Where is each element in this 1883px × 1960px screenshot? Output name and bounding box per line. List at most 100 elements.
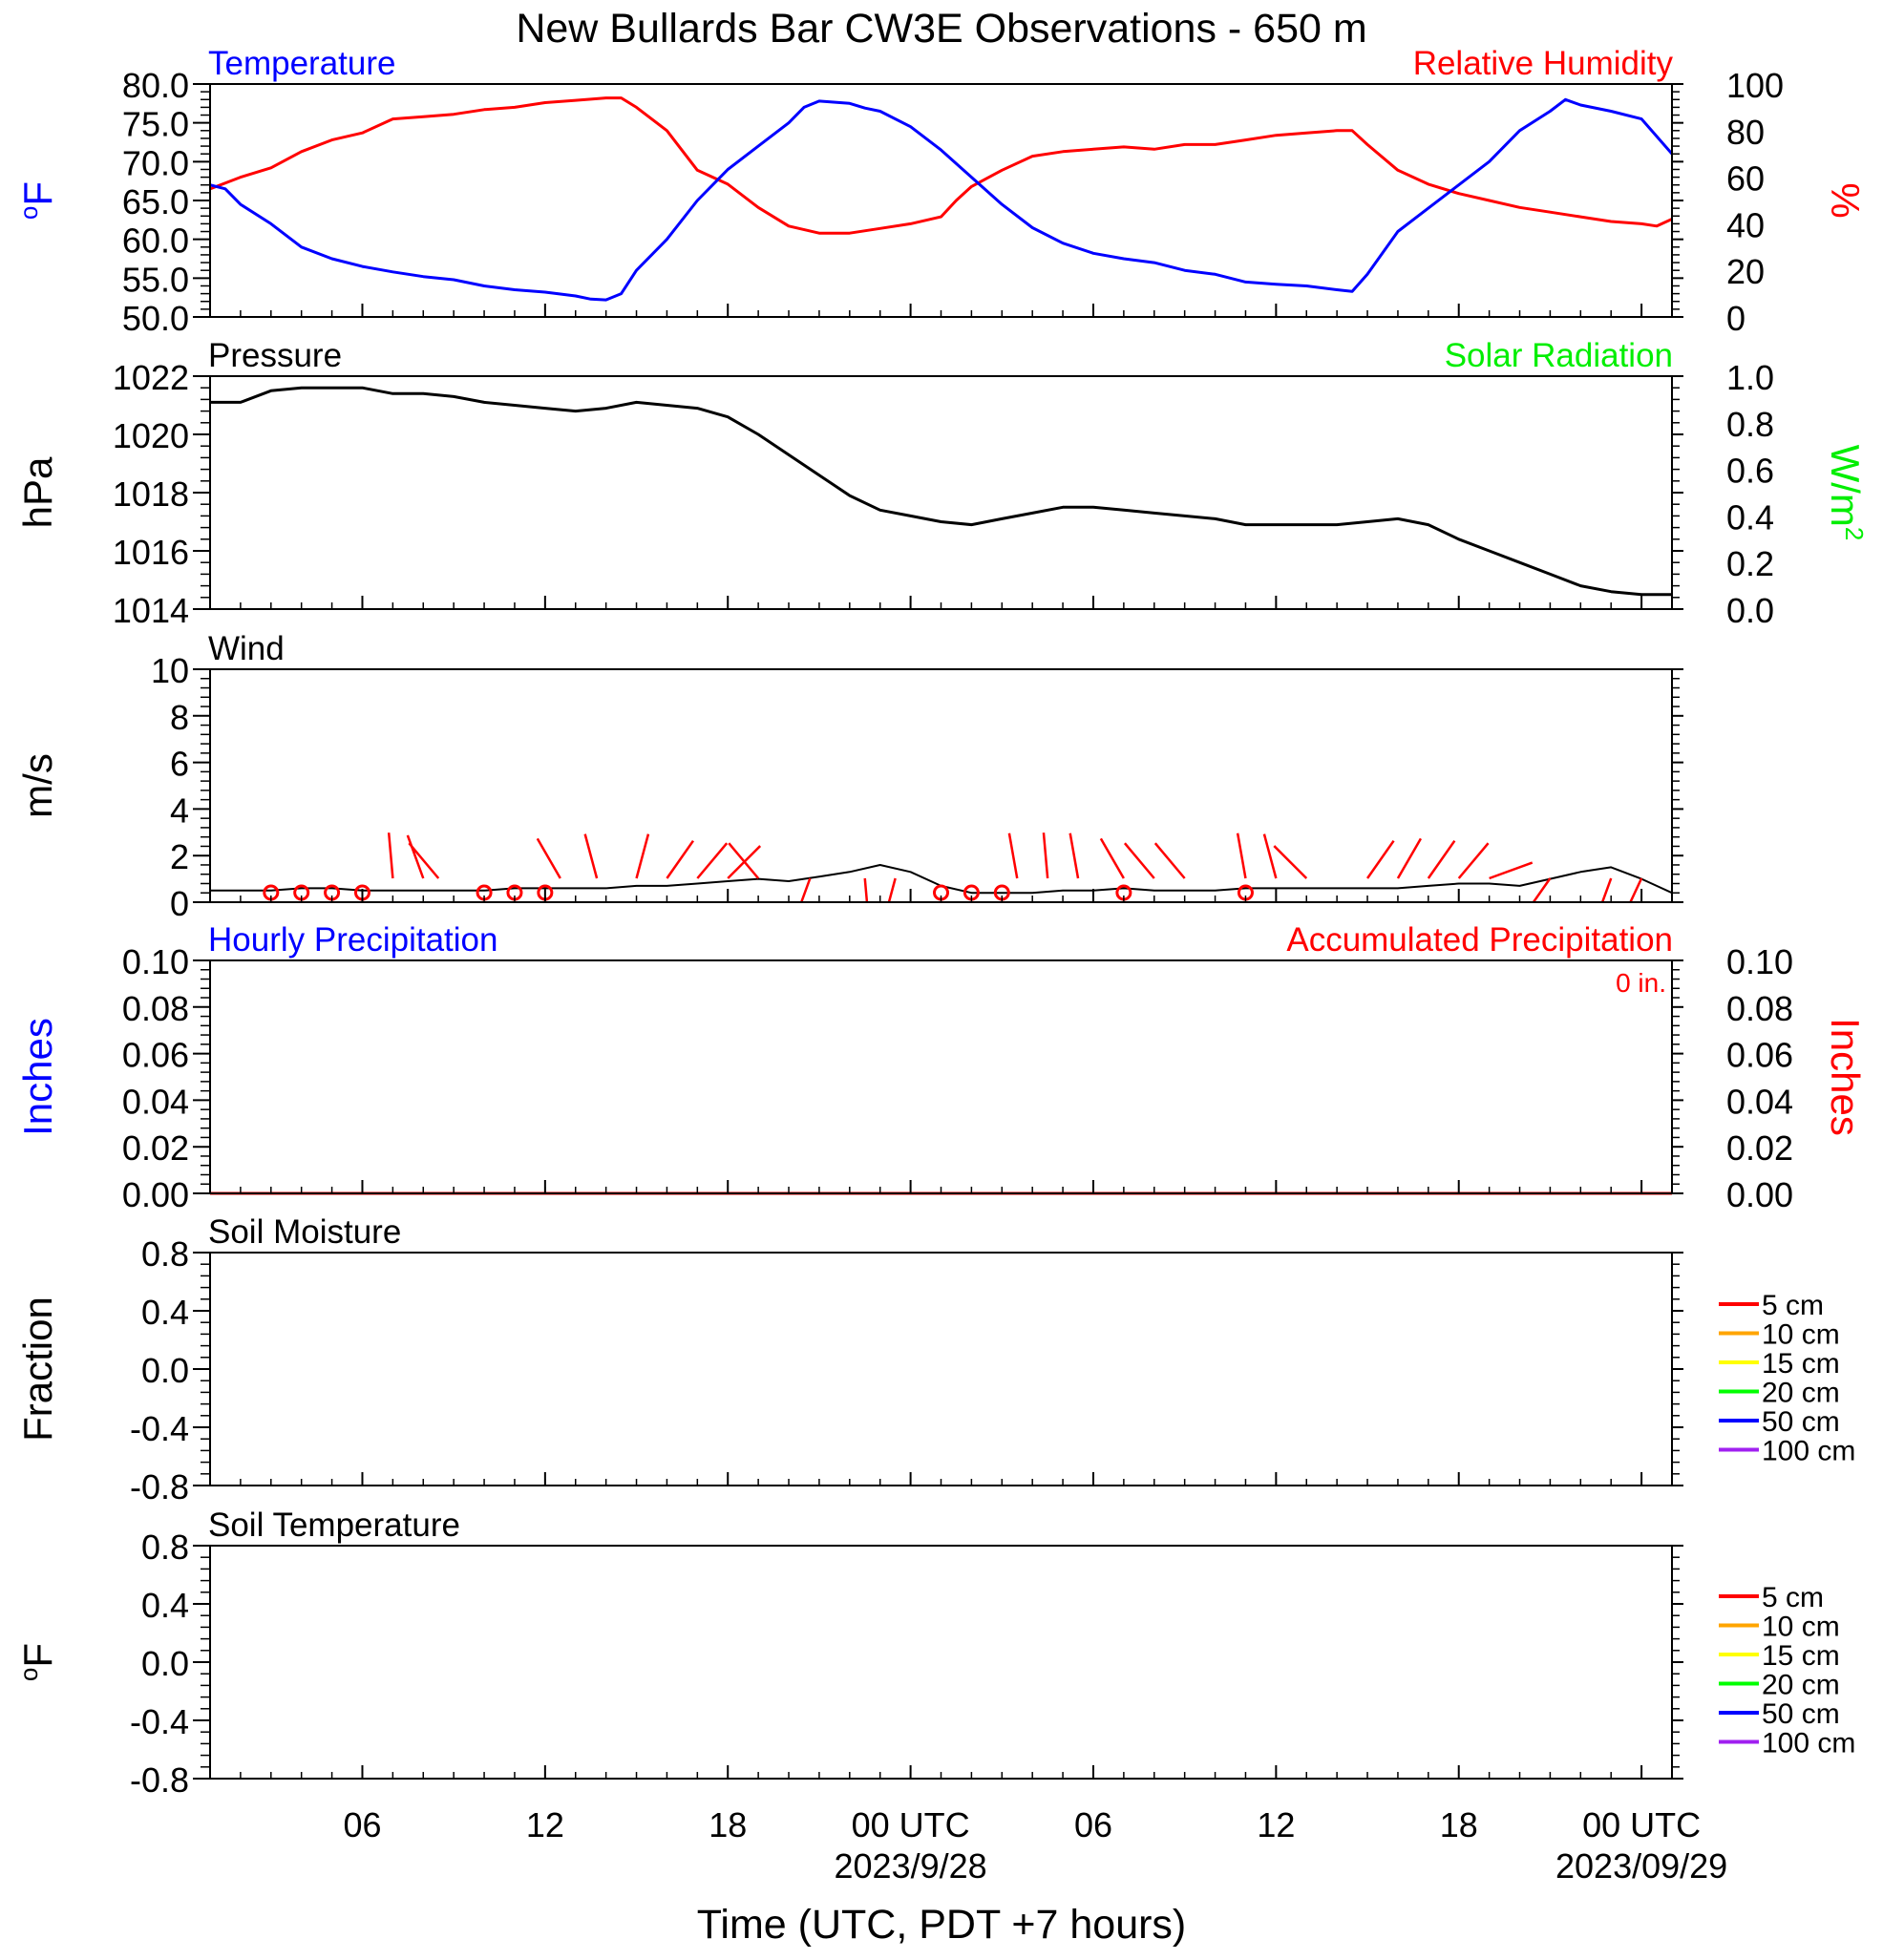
right-tick-label: 0.0	[1726, 591, 1774, 630]
left-tick-label: 70.0	[122, 143, 189, 182]
panel-title-right: Relative Humidity	[1413, 45, 1674, 82]
right-tick-label: 100	[1726, 66, 1784, 105]
left-tick-label: 4	[170, 790, 189, 830]
wind-barb	[1427, 839, 1456, 879]
panel-data	[210, 832, 1672, 902]
left-unit-label: hPa	[15, 456, 60, 528]
legend-label: 100 cm	[1762, 1436, 1855, 1467]
wind-barb	[887, 877, 897, 902]
left-tick-label: 50.0	[122, 299, 189, 338]
wind-barb	[1099, 837, 1125, 879]
panel-title-left: Pressure	[208, 337, 342, 374]
x-tick-label: 18	[1440, 1805, 1478, 1844]
panel-precip: 0.10 0.08 0.06 0.04 0.02 0.00 0.10 0.08 0.06 0.04…	[15, 921, 1868, 1214]
wind-barb	[1366, 839, 1395, 879]
chart-title: New Bullards Bar CW3E Observations - 650…	[516, 6, 1366, 52]
wind-barb	[863, 877, 869, 902]
panel-title-left: Soil Moisture	[208, 1213, 401, 1251]
left-tick-label: 0.4	[141, 1586, 189, 1625]
right-tick-label: 0.02	[1726, 1128, 1793, 1168]
x-date-label: 2023/9/28	[835, 1846, 987, 1886]
right-tick-label: 0	[1726, 299, 1745, 338]
panel-temp-rh: 80.075.070.065.060.055.050.0 100 80 60 40 20 0…	[14, 45, 1868, 338]
left-tick-label: 0.08	[122, 989, 189, 1028]
left-tick-label: 0.4	[141, 1293, 189, 1332]
wind-barb	[696, 842, 729, 879]
left-tick-label: 0.8	[141, 1528, 189, 1567]
panel-title-left: Hourly Precipitation	[208, 921, 497, 959]
panel-pressure: 1022 1020 1018 1016 1014 1.0 0.8 0.6 0.4 0.2 0.0 Pr…	[15, 337, 1869, 630]
legend-label: 100 cm	[1762, 1728, 1855, 1760]
panel-title-right: Solar Radiation	[1445, 337, 1673, 374]
left-tick-label: 1018	[113, 474, 189, 514]
left-tick-label: 6	[170, 745, 189, 784]
temperature-line	[210, 97, 1672, 302]
wind-barb	[1042, 832, 1049, 879]
right-tick-label: 60	[1726, 159, 1765, 199]
left-tick-label: 2	[170, 837, 189, 876]
wind-barb	[666, 839, 694, 879]
right-tick-label: 0.08	[1726, 989, 1793, 1028]
right-tick-label: 0.04	[1726, 1082, 1793, 1121]
left-tick-label: 10	[151, 651, 189, 690]
left-tick-label: -0.4	[130, 1702, 189, 1741]
x-date-label: 2023/09/29	[1555, 1846, 1727, 1886]
right-tick-label: 0.06	[1726, 1036, 1793, 1075]
wind-barb	[1262, 833, 1278, 879]
x-tick-label: 06	[1074, 1805, 1112, 1844]
left-tick-label: 1020	[113, 416, 189, 455]
right-tick-label: 0.00	[1726, 1175, 1793, 1214]
left-tick-label: 8	[170, 698, 189, 737]
right-unit-label: Inches	[1823, 1018, 1868, 1136]
panel-data	[210, 96, 1672, 302]
right-tick-label: 0.6	[1726, 452, 1774, 491]
right-tick-label: 40	[1726, 205, 1765, 244]
left-tick-label: -0.4	[130, 1409, 189, 1448]
left-tick-label: 0.04	[122, 1082, 189, 1121]
wind-barb	[1600, 877, 1613, 902]
left-tick-label: 75.0	[122, 105, 189, 144]
left-tick-label: 65.0	[122, 182, 189, 221]
wind-barb	[728, 842, 760, 879]
wind-barb	[1068, 832, 1080, 879]
left-tick-label: 60.0	[122, 221, 189, 261]
wind-barb	[1629, 877, 1643, 902]
wind-barb	[1396, 837, 1423, 879]
wind-barb	[799, 877, 812, 902]
left-tick-label: 55.0	[122, 260, 189, 299]
legend-label: 20 cm	[1762, 1670, 1840, 1701]
wind-barb	[1123, 842, 1155, 879]
wind-barb	[387, 832, 394, 879]
left-tick-label: 0.0	[141, 1644, 189, 1683]
x-tick-label: 18	[709, 1805, 747, 1844]
legend-label: 20 cm	[1762, 1378, 1840, 1409]
panel-title-right: Accumulated Precipitation	[1286, 921, 1673, 959]
legend-label: 50 cm	[1762, 1698, 1840, 1730]
x-axis-label: Time (UTC, PDT +7 hours)	[697, 1902, 1187, 1948]
left-tick-label: 0.8	[141, 1234, 189, 1274]
left-tick-label: 0.02	[122, 1128, 189, 1168]
left-tick-label: 1014	[113, 591, 189, 630]
panel-title-left: Temperature	[208, 45, 395, 82]
left-tick-label: -0.8	[130, 1760, 189, 1800]
x-tick-label: 00 UTC	[852, 1805, 970, 1844]
humidity-line	[210, 96, 1672, 235]
panel-title-left: Wind	[208, 630, 285, 667]
legend-label: 5 cm	[1762, 1582, 1824, 1613]
left-unit-label: oF	[14, 181, 60, 220]
panel-wind: 10 8 6 4 2 0 Wind m/s	[15, 630, 1683, 923]
left-tick-label: 0.0	[141, 1351, 189, 1390]
x-tick-label: 12	[526, 1805, 564, 1844]
left-tick-label: 1022	[113, 358, 189, 397]
x-tick-label: 06	[343, 1805, 381, 1844]
pressure-line	[210, 386, 1672, 597]
wind-barb	[583, 833, 599, 879]
legend-label: 10 cm	[1762, 1612, 1840, 1643]
right-tick-label: 80	[1726, 113, 1765, 152]
wind-barb	[536, 837, 561, 879]
wind-barb	[1153, 842, 1186, 879]
wind-barb	[406, 834, 425, 879]
wind-barb	[1273, 845, 1308, 879]
